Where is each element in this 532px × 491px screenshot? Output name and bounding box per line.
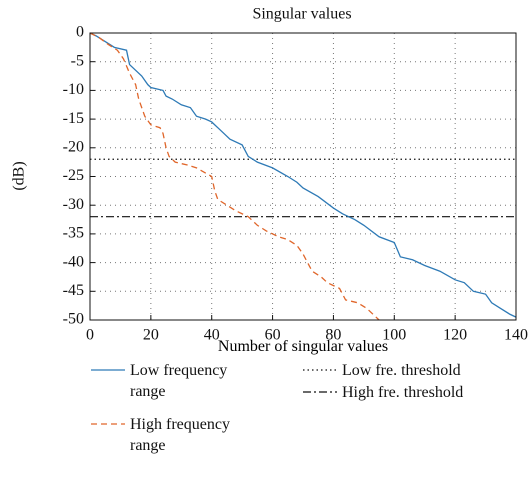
chart-title: Singular values <box>252 6 351 23</box>
y-tick-label: -5 <box>71 52 84 69</box>
x-tick-label: 60 <box>265 327 281 340</box>
y-tick-label: -25 <box>63 167 84 184</box>
y-tick-label: -35 <box>63 225 84 242</box>
x-tick-label: 20 <box>143 327 159 340</box>
y-tick-label: 0 <box>76 24 84 41</box>
legend-item: High fre. threshold <box>302 382 532 403</box>
legend-swatch <box>91 369 125 371</box>
series-line <box>89 32 380 321</box>
y-tick-label: -45 <box>63 282 84 299</box>
legend-label: High fre. threshold <box>342 384 464 401</box>
x-axis-label: Number of singular values <box>217 338 389 355</box>
plot-frame <box>89 32 517 321</box>
chart: Singular values (dB) 0 -5 -10 -15 -20 -25 -30 -… <box>11 6 528 344</box>
x-tick-label: 120 <box>443 327 467 340</box>
legend-label: Low frequency range <box>130 362 228 400</box>
legend-item: Low frequency range <box>90 360 255 402</box>
series-line <box>89 32 517 318</box>
y-tick-label: -30 <box>63 196 84 213</box>
legend-label: Low fre. threshold <box>342 362 461 379</box>
x-tick-label: 40 <box>204 327 220 340</box>
y-tick-label: -50 <box>63 311 84 328</box>
y-tick-label: -20 <box>63 138 84 155</box>
y-tick-label: -10 <box>63 81 84 98</box>
x-tick-label: 100 <box>382 327 406 340</box>
x-tick-label: 140 <box>504 327 528 340</box>
legend-item: Low fre. threshold <box>302 360 532 381</box>
y-axis-label: (dB) <box>11 161 28 190</box>
x-tick-label: 80 <box>325 327 341 340</box>
y-tick-label: -15 <box>63 110 84 127</box>
x-tick-label: 0 <box>86 327 94 340</box>
legend-swatch <box>303 369 337 371</box>
legend-swatch <box>303 391 337 393</box>
legend-label: High frequency range <box>130 416 230 454</box>
legend-item: High frequency range <box>90 414 255 456</box>
legend-swatch <box>91 423 125 425</box>
y-tick-label: -40 <box>63 253 84 270</box>
